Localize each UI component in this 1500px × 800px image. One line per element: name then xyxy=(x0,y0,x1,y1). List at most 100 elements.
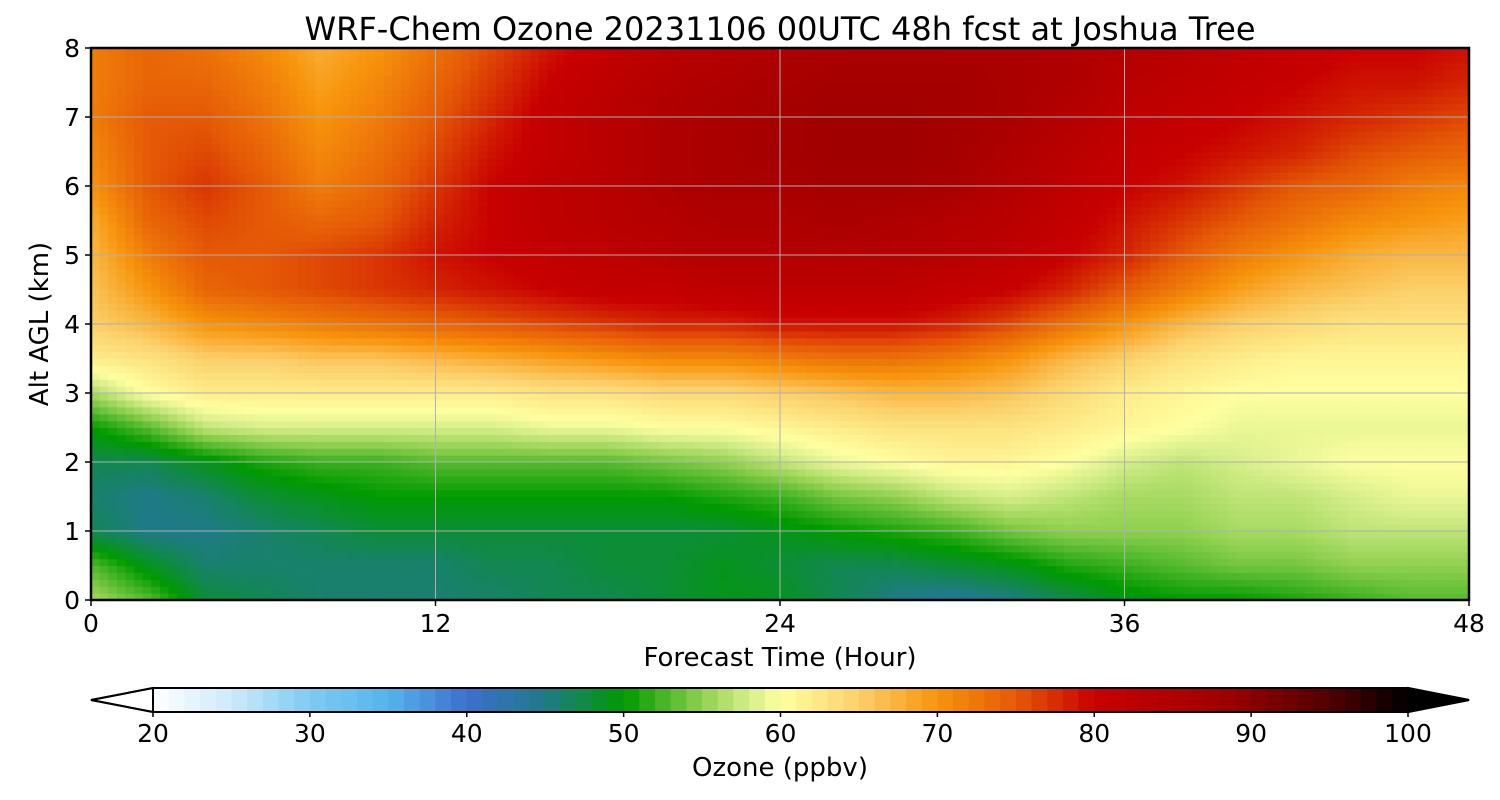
ozone-cell xyxy=(986,406,996,415)
ozone-cell xyxy=(736,503,747,511)
ozone-cell xyxy=(418,455,428,463)
ozone-cell xyxy=(633,537,643,546)
ozone-cell xyxy=(418,510,428,518)
ozone-cell xyxy=(418,475,428,484)
ozone-cell xyxy=(590,475,600,484)
ozone-cell xyxy=(513,434,523,442)
ozone-cell xyxy=(159,462,170,470)
ozone-cell xyxy=(607,489,617,498)
ozone-cell xyxy=(349,399,359,408)
ozone-cell xyxy=(254,537,264,546)
ozone-cell xyxy=(1236,434,1246,442)
ozone-cell xyxy=(332,524,342,532)
ozone-cell xyxy=(616,537,626,546)
ozone-cell xyxy=(762,386,772,394)
ozone-cell xyxy=(1158,393,1169,401)
ozone-cell xyxy=(1227,565,1238,573)
ozone-cell xyxy=(935,510,945,518)
ozone-cell xyxy=(917,434,928,442)
ozone-cell xyxy=(1107,510,1117,518)
ozone-cell xyxy=(1029,586,1039,594)
ozone-cell xyxy=(185,544,195,553)
ozone-cell xyxy=(1339,393,1350,401)
ozone-cell xyxy=(1357,475,1367,484)
ozone-cell xyxy=(1124,448,1134,456)
ozone-cell xyxy=(1098,475,1108,484)
ozone-cell xyxy=(1451,462,1461,470)
ozone-cell xyxy=(134,496,144,504)
ozone-cell xyxy=(237,565,247,573)
ozone-cell xyxy=(728,510,738,518)
ozone-cell xyxy=(332,537,342,546)
ozone-cell xyxy=(1038,496,1048,504)
ozone-cell xyxy=(1158,441,1169,449)
ozone-cell xyxy=(1115,510,1126,518)
ozone-cell xyxy=(1382,593,1393,601)
ozone-cell xyxy=(306,593,316,601)
ozone-cell xyxy=(1081,393,1091,401)
ozone-cell xyxy=(392,572,402,580)
ozone-cell xyxy=(693,420,704,429)
ozone-cell xyxy=(151,468,161,477)
ozone-cell xyxy=(1115,399,1126,408)
ozone-cell xyxy=(857,517,867,525)
ozone-cell xyxy=(177,482,187,491)
ozone-cell xyxy=(1150,579,1160,587)
ozone-cell xyxy=(280,572,290,580)
ozone-cell xyxy=(607,434,617,442)
ozone-cell xyxy=(926,586,936,594)
ozone-cell xyxy=(745,558,755,567)
ozone-cell xyxy=(383,434,394,442)
ozone-cell xyxy=(599,455,609,463)
ozone-cell xyxy=(642,441,652,449)
ozone-cell xyxy=(1064,551,1074,560)
ozone-cell xyxy=(134,579,144,587)
ozone-cell xyxy=(254,510,264,518)
ozone-cell xyxy=(960,593,971,601)
ozone-cell xyxy=(1348,386,1358,394)
ozone-cell xyxy=(1055,537,1065,546)
ozone-cell xyxy=(1038,551,1048,560)
ozone-cell xyxy=(340,468,350,477)
ozone-cell xyxy=(840,558,850,567)
ozone-cell xyxy=(1141,496,1151,504)
ozone-cell xyxy=(900,413,910,422)
ozone-cell xyxy=(461,427,471,435)
ozone-cell xyxy=(177,462,187,470)
ozone-cell xyxy=(306,496,316,504)
ozone-cell xyxy=(1305,482,1315,491)
ozone-cell xyxy=(754,393,764,401)
ozone-cell xyxy=(754,482,764,491)
ozone-cell xyxy=(1425,482,1436,491)
ozone-cell xyxy=(280,510,290,518)
ozone-cell xyxy=(99,434,109,442)
ozone-cell xyxy=(375,510,385,518)
ozone-cell xyxy=(780,482,790,491)
ozone-cell xyxy=(1038,420,1048,429)
ozone-cell xyxy=(745,517,755,525)
ozone-cell xyxy=(1167,386,1177,394)
ozone-cell xyxy=(917,406,928,415)
ozone-cell xyxy=(1038,455,1048,463)
ozone-cell xyxy=(797,468,807,477)
ozone-cell xyxy=(125,482,135,491)
ozone-cell xyxy=(254,482,264,491)
ozone-cell xyxy=(702,393,712,401)
ozone-cell xyxy=(289,586,299,594)
ozone-cell xyxy=(1133,572,1143,580)
ozone-cell xyxy=(711,531,721,539)
ozone-cell xyxy=(1262,434,1272,442)
ozone-cell xyxy=(805,420,816,429)
ozone-cell xyxy=(246,496,256,504)
ozone-cell xyxy=(375,448,385,456)
ozone-cell xyxy=(1236,572,1246,580)
ozone-cell xyxy=(323,579,333,587)
ozone-cell xyxy=(323,434,333,442)
ozone-cell xyxy=(642,517,652,525)
ozone-cell xyxy=(1193,482,1203,491)
ozone-cell xyxy=(581,565,592,573)
ozone-cell xyxy=(142,510,152,518)
ozone-cell xyxy=(831,420,841,429)
ozone-cell xyxy=(943,393,953,401)
ozone-cell xyxy=(1193,579,1203,587)
